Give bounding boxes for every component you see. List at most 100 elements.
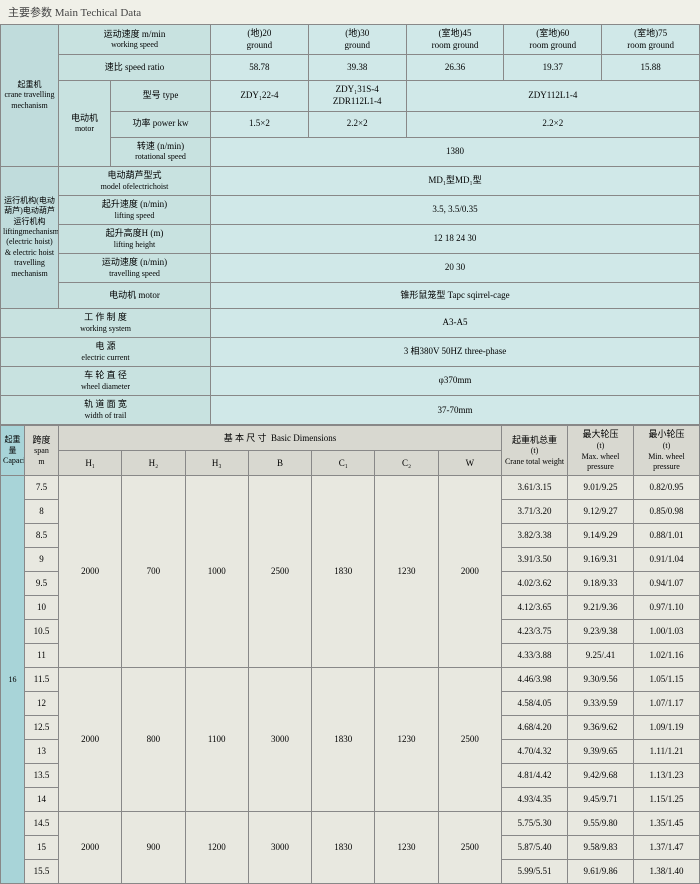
- mx: 9.55/9.80: [568, 812, 634, 836]
- mn: 1.15/1.25: [634, 788, 700, 812]
- c2: 1230: [375, 668, 438, 812]
- h3-h: H₃: [185, 451, 248, 476]
- mn: 1.11/1.21: [634, 740, 700, 764]
- h1: 2000: [59, 812, 122, 884]
- hoist-section-label: 运行机构(电动葫芦)电动葫芦运行机构 liftingmechanism (ele…: [1, 166, 59, 308]
- h1-h: H₁: [59, 451, 122, 476]
- h2-h: H₂: [122, 451, 185, 476]
- wt-label: 轨 道 面 宽width of trail: [1, 396, 211, 425]
- col-30: (地)30 ground: [308, 25, 406, 55]
- tw: 3.61/3.15: [502, 476, 568, 500]
- crane-section-label: 起重机 crane travelling mechanism: [1, 25, 59, 167]
- p2: 2.2×2: [308, 111, 406, 137]
- tw: 5.87/5.40: [502, 836, 568, 860]
- col-20: (地)20 ground: [211, 25, 309, 55]
- tw: 4.58/4.05: [502, 692, 568, 716]
- mn: 0.97/1.10: [634, 596, 700, 620]
- ec-v: 3 相380V 50HZ three-phase: [211, 338, 700, 367]
- mx: 9.25/.41: [568, 644, 634, 668]
- w: 2000: [438, 476, 501, 668]
- mn: 0.82/0.95: [634, 476, 700, 500]
- ws-label: 工 作 制 度working system: [1, 309, 211, 338]
- mx: 9.21/9.36: [568, 596, 634, 620]
- m2-v: 锥形鼠笼型 Tapc sqirrel-cage: [211, 283, 700, 309]
- w: 2500: [438, 668, 501, 812]
- trav-label: 运动速度 (n/min)travelling speed: [59, 254, 211, 283]
- w: 2500: [438, 812, 501, 884]
- ec-label: 电 源electric current: [1, 338, 211, 367]
- c1: 1830: [312, 668, 375, 812]
- sr5: 15.88: [602, 55, 700, 81]
- dimensions-table: 起重量Capacity 跨度spanm 基 本 尺 寸 Basic Dimens…: [0, 425, 700, 884]
- sr3: 26.36: [406, 55, 504, 81]
- tw: 5.75/5.30: [502, 812, 568, 836]
- span-val: 11.5: [25, 668, 59, 692]
- b: 3000: [248, 668, 311, 812]
- tech-data-table: 起重机 crane travelling mechanism 运动速度 m/mi…: [0, 24, 700, 425]
- mn: 1.07/1.17: [634, 692, 700, 716]
- c2: 1230: [375, 812, 438, 884]
- h3: 1100: [185, 668, 248, 812]
- sr4: 19.37: [504, 55, 602, 81]
- tw: 4.93/4.35: [502, 788, 568, 812]
- t1: ZDY₁22-4: [211, 81, 309, 111]
- c2-h: C₂: [375, 451, 438, 476]
- span-val: 15.5: [25, 860, 59, 884]
- c1: 1830: [312, 476, 375, 668]
- sr1: 58.78: [211, 55, 309, 81]
- motor-label: 电动机motor: [59, 81, 111, 166]
- tw: 4.68/4.20: [502, 716, 568, 740]
- h1: 2000: [59, 668, 122, 812]
- tw: 5.99/5.51: [502, 860, 568, 884]
- model-v: MD₁型MD₁型: [211, 166, 700, 195]
- capacity-header: 起重量Capacity: [1, 426, 25, 476]
- span-val: 12: [25, 692, 59, 716]
- t2: ZDY₁31S-4 ZDR112L1-4: [308, 81, 406, 111]
- mn: 1.00/1.03: [634, 620, 700, 644]
- capacity-value: 16: [1, 476, 25, 884]
- h2: 800: [122, 668, 185, 812]
- mn: 1.38/1.40: [634, 860, 700, 884]
- span-val: 14: [25, 788, 59, 812]
- min-header: 最小轮压(t)Min. wheel pressure: [634, 426, 700, 476]
- mx: 9.16/9.31: [568, 548, 634, 572]
- span-val: 12.5: [25, 716, 59, 740]
- mx: 9.23/9.38: [568, 620, 634, 644]
- span-val: 15: [25, 836, 59, 860]
- b: 3000: [248, 812, 311, 884]
- title-en: Main Techical Data: [55, 7, 141, 19]
- tw: 3.82/3.38: [502, 524, 568, 548]
- mn: 0.94/1.07: [634, 572, 700, 596]
- working-speed-label: 运动速度 m/minworking speed: [59, 25, 211, 55]
- t3: ZDY112L1-4: [406, 81, 699, 111]
- mx: 9.61/9.86: [568, 860, 634, 884]
- col-45: (室地)45 room ground: [406, 25, 504, 55]
- tw: 3.91/3.50: [502, 548, 568, 572]
- mx: 9.33/9.59: [568, 692, 634, 716]
- lift-label: 起升速度 (n/min)lifting speed: [59, 195, 211, 224]
- mx: 9.58/9.83: [568, 836, 634, 860]
- mx: 9.14/9.29: [568, 524, 634, 548]
- tw-header: 起重机总重(t)Crane total weight: [502, 426, 568, 476]
- sr2: 39.38: [308, 55, 406, 81]
- span-val: 11: [25, 644, 59, 668]
- mn: 1.02/1.16: [634, 644, 700, 668]
- model-label: 电动葫芦型式model ofelectrichoist: [59, 166, 211, 195]
- rot-v: 1380: [211, 137, 700, 166]
- span-val: 8: [25, 500, 59, 524]
- tw: 4.46/3.98: [502, 668, 568, 692]
- tw: 4.23/3.75: [502, 620, 568, 644]
- page-title: 主要参数 Main Techical Data: [0, 0, 700, 24]
- height-v: 12 18 24 30: [211, 224, 700, 253]
- ws-v: A3-A5: [211, 309, 700, 338]
- h2: 900: [122, 812, 185, 884]
- col-60: (室地)60 room ground: [504, 25, 602, 55]
- mn: 1.35/1.45: [634, 812, 700, 836]
- col-75: (室地)75 room ground: [602, 25, 700, 55]
- span-val: 9.5: [25, 572, 59, 596]
- mx: 9.36/9.62: [568, 716, 634, 740]
- mn: 0.88/1.01: [634, 524, 700, 548]
- tw: 4.02/3.62: [502, 572, 568, 596]
- p3: 2.2×2: [406, 111, 699, 137]
- mn: 1.13/1.23: [634, 764, 700, 788]
